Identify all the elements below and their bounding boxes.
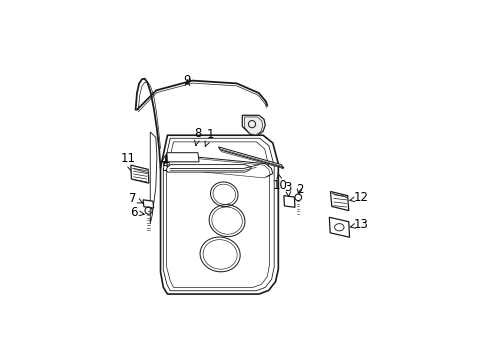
Text: 5: 5 bbox=[160, 161, 173, 174]
Text: 9: 9 bbox=[183, 74, 191, 87]
Polygon shape bbox=[284, 195, 294, 207]
Polygon shape bbox=[166, 153, 199, 162]
Text: 8: 8 bbox=[194, 127, 202, 145]
Polygon shape bbox=[218, 147, 284, 168]
Polygon shape bbox=[131, 165, 148, 183]
Text: 4: 4 bbox=[160, 154, 173, 167]
Polygon shape bbox=[328, 217, 349, 237]
Polygon shape bbox=[244, 117, 262, 135]
Polygon shape bbox=[242, 115, 265, 135]
Polygon shape bbox=[166, 165, 251, 172]
Text: 6: 6 bbox=[130, 206, 144, 219]
Text: 1: 1 bbox=[204, 128, 214, 147]
Text: 2: 2 bbox=[295, 183, 303, 196]
Polygon shape bbox=[166, 154, 272, 177]
Text: 7: 7 bbox=[129, 192, 142, 204]
Text: 12: 12 bbox=[349, 192, 368, 204]
Polygon shape bbox=[168, 156, 269, 178]
Polygon shape bbox=[330, 192, 348, 211]
Text: 10: 10 bbox=[273, 173, 287, 192]
Text: 11: 11 bbox=[121, 152, 135, 171]
Text: 13: 13 bbox=[349, 218, 368, 231]
Polygon shape bbox=[150, 132, 157, 223]
Text: 3: 3 bbox=[284, 181, 291, 197]
Polygon shape bbox=[143, 200, 153, 208]
